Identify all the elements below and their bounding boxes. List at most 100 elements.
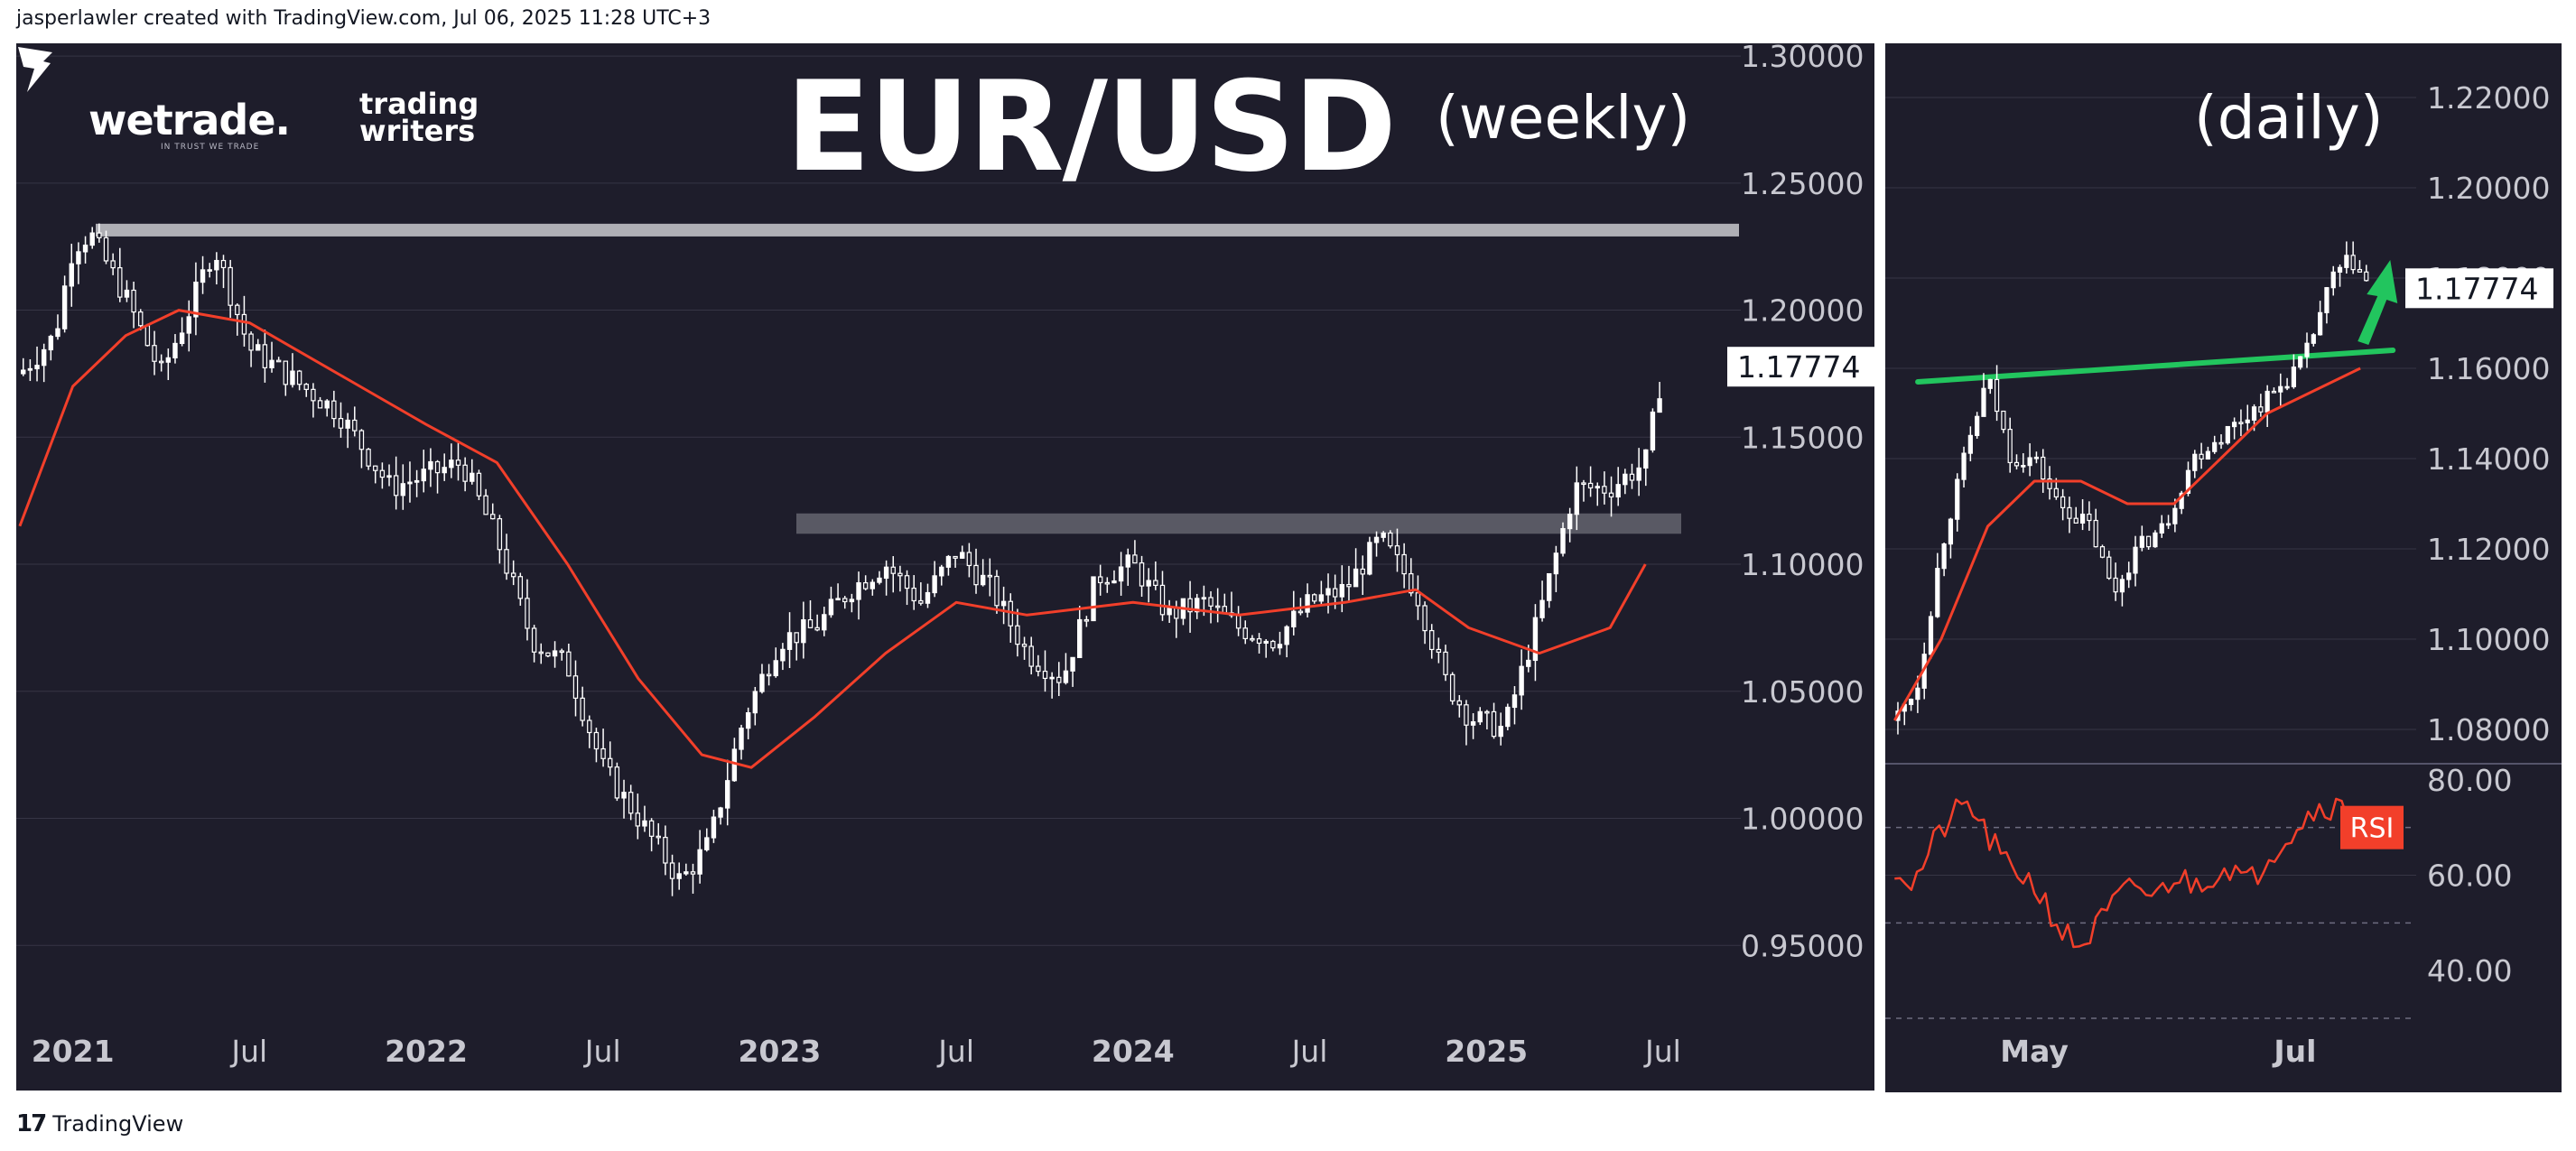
daily-y-tick-label: 1.20000 bbox=[2427, 171, 2550, 206]
weekly-candle bbox=[400, 464, 406, 510]
weekly-candle-body bbox=[1623, 473, 1628, 486]
daily-candle bbox=[2079, 499, 2086, 531]
weekly-candle bbox=[1021, 636, 1028, 660]
daily-candle bbox=[2258, 394, 2264, 417]
weekly-candle-body bbox=[27, 367, 33, 371]
daily-chart-svg: 1.220001.200001.180001.160001.140001.120… bbox=[1885, 80, 2562, 1069]
weekly-candle bbox=[786, 612, 793, 669]
weekly-candle-body bbox=[1581, 482, 1586, 486]
weekly-candle bbox=[48, 334, 54, 361]
rsi-badge bbox=[2340, 805, 2404, 849]
weekly-candle bbox=[1636, 448, 1641, 497]
weekly-candle-body bbox=[1595, 486, 1600, 489]
daily-candle-body bbox=[2047, 478, 2052, 489]
weekly-candle bbox=[608, 741, 613, 776]
weekly-candle-body bbox=[690, 871, 696, 875]
daily-candle-body bbox=[2172, 507, 2178, 524]
weekly-candle-body bbox=[1415, 592, 1421, 607]
weekly-candle-body bbox=[572, 675, 579, 699]
weekly-candle bbox=[1222, 593, 1228, 614]
weekly-candle-body bbox=[814, 627, 820, 631]
daily-candle-body bbox=[2264, 390, 2270, 413]
weekly-candle bbox=[690, 863, 696, 894]
weekly-candle-body bbox=[510, 572, 516, 578]
weekly-candle bbox=[1111, 570, 1117, 584]
tradingview-footer[interactable]: 17 TradingView bbox=[16, 1110, 183, 1137]
weekly-candle-body bbox=[1505, 706, 1511, 728]
weekly-candle-body bbox=[490, 514, 496, 520]
weekly-candle-body bbox=[731, 748, 738, 782]
daily-y-tick-label: 1.14000 bbox=[2427, 441, 2550, 477]
weekly-candle bbox=[697, 830, 702, 884]
weekly-candle-body bbox=[1608, 492, 1614, 498]
weekly-candle-body bbox=[945, 555, 952, 568]
weekly-bottom-border bbox=[16, 1091, 1874, 1092]
weekly-candle-body bbox=[587, 719, 592, 734]
weekly-candle bbox=[648, 818, 655, 852]
weekly-candle-body bbox=[1056, 676, 1062, 683]
weekly-candle bbox=[152, 330, 157, 376]
weekly-candle bbox=[711, 809, 717, 843]
weekly-support-zone bbox=[796, 513, 1681, 534]
daily-candle-body bbox=[2053, 487, 2059, 498]
daily-candle-body bbox=[2291, 367, 2296, 387]
weekly-candle bbox=[600, 729, 606, 767]
weekly-candle-body bbox=[525, 598, 530, 629]
weekly-x-tick-label: Jul bbox=[229, 1034, 267, 1069]
daily-candle bbox=[2126, 562, 2132, 589]
daily-candle bbox=[2311, 332, 2316, 347]
weekly-candle-body bbox=[1484, 710, 1490, 714]
weekly-candle-body bbox=[1456, 700, 1463, 706]
daily-candle bbox=[1961, 446, 1967, 487]
weekly-chart-panel[interactable]: 1.30000 1.25000 1.20000 1.15000 1.10000 1.050… bbox=[16, 43, 1874, 1092]
daily-candle bbox=[2298, 356, 2303, 370]
daily-candle bbox=[1941, 543, 1947, 577]
weekly-candle-body bbox=[1526, 659, 1531, 667]
weekly-candle-body bbox=[663, 837, 668, 864]
weekly-candle-body bbox=[911, 587, 916, 602]
weekly-candle-body bbox=[642, 820, 647, 827]
daily-chart-panel[interactable]: 1.220001.200001.180001.160001.140001.120… bbox=[1885, 43, 2562, 1092]
weekly-candle bbox=[725, 759, 730, 826]
weekly-candle bbox=[386, 464, 392, 487]
weekly-timeframe-label: (weekly) bbox=[1436, 83, 1691, 153]
weekly-candle-body bbox=[241, 313, 247, 335]
weekly-candle-body bbox=[504, 549, 509, 574]
daily-candle-body bbox=[2060, 496, 2066, 509]
daily-candle bbox=[2047, 466, 2052, 500]
weekly-candle bbox=[69, 243, 74, 307]
weekly-candle bbox=[172, 334, 178, 364]
weekly-candle-body bbox=[1519, 665, 1524, 696]
weekly-candle-body bbox=[455, 459, 461, 466]
weekly-candle bbox=[517, 572, 524, 606]
daily-candle bbox=[2271, 387, 2277, 394]
weekly-candle bbox=[994, 570, 1000, 614]
weekly-candle-body bbox=[994, 575, 1000, 607]
weekly-candle bbox=[939, 564, 944, 586]
weekly-candle-body bbox=[379, 469, 386, 478]
daily-timeframe-label: (daily) bbox=[2194, 83, 2384, 153]
weekly-candle bbox=[1608, 476, 1614, 517]
weekly-candle bbox=[945, 554, 952, 576]
daily-candle-body bbox=[2027, 457, 2032, 467]
weekly-candle-body bbox=[1077, 618, 1083, 658]
weekly-candle-body bbox=[1195, 598, 1200, 613]
weekly-candle bbox=[1595, 482, 1600, 506]
weekly-candle-body bbox=[1532, 617, 1539, 662]
weekly-candle bbox=[41, 343, 47, 383]
weekly-candle-body bbox=[1539, 599, 1545, 618]
weekly-candle-body bbox=[621, 792, 627, 799]
weekly-candle-body bbox=[545, 652, 551, 657]
weekly-candle bbox=[1277, 631, 1283, 655]
weekly-candle bbox=[1180, 598, 1186, 626]
wetrade-tagline: IN TRUST WE TRADE bbox=[161, 143, 260, 152]
weekly-candle-body bbox=[1464, 704, 1469, 726]
weekly-candle bbox=[1125, 548, 1130, 586]
weekly-candle-body bbox=[835, 598, 841, 601]
weekly-candle bbox=[124, 280, 130, 302]
weekly-candle bbox=[1422, 601, 1427, 645]
daily-candle-body bbox=[2278, 385, 2283, 393]
daily-candle-body bbox=[2251, 406, 2257, 421]
weekly-candle bbox=[1036, 654, 1041, 677]
weekly-candle bbox=[1091, 576, 1096, 622]
